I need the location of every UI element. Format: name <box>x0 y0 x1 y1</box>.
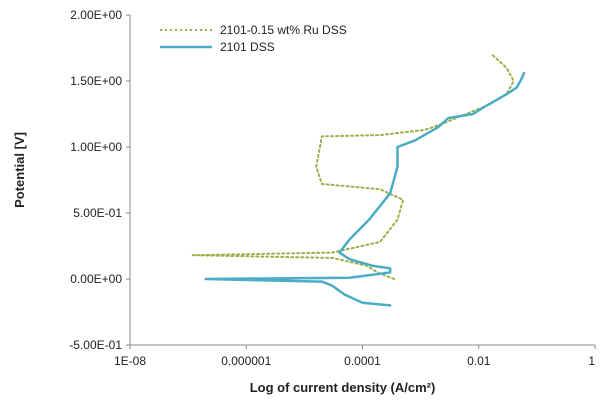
y-axis-title: Potential [V] <box>12 132 27 208</box>
x-tick-label: 1 <box>588 354 595 368</box>
y-tick-label: 0.00E+00 <box>70 272 122 286</box>
y-tick-label: 2.00E+00 <box>70 8 122 22</box>
x-axis-title: Log of current density (A/cm²) <box>250 380 436 395</box>
y-tick-label: 1.50E+00 <box>70 74 122 88</box>
y-tick-label: 1.00E+00 <box>70 140 122 154</box>
y-tick-label: 5.00E-01 <box>73 206 122 220</box>
series-line-1 <box>204 71 526 307</box>
y-axis: -5.00E-01 0.00E+00 5.00E-01 1.00E+00 1.50E+0… <box>69 8 131 352</box>
x-axis: 1E-08 0.000001 0.0001 0.01 1 <box>114 344 596 368</box>
legend: 2101-0.15 wt% Ru DSS 2101 DSS <box>160 23 347 54</box>
x-tick-label: 0.01 <box>467 354 491 368</box>
y-tick-label: -5.00E-01 <box>69 338 122 352</box>
legend-label: 2101 DSS <box>220 40 275 54</box>
x-tick-label: 0.0001 <box>344 354 381 368</box>
x-tick-label: 1E-08 <box>114 354 146 368</box>
legend-label: 2101-0.15 wt% Ru DSS <box>220 23 347 37</box>
x-tick-label: 0.000001 <box>221 354 271 368</box>
series-lines <box>191 53 526 307</box>
series-line-0 <box>191 53 515 280</box>
